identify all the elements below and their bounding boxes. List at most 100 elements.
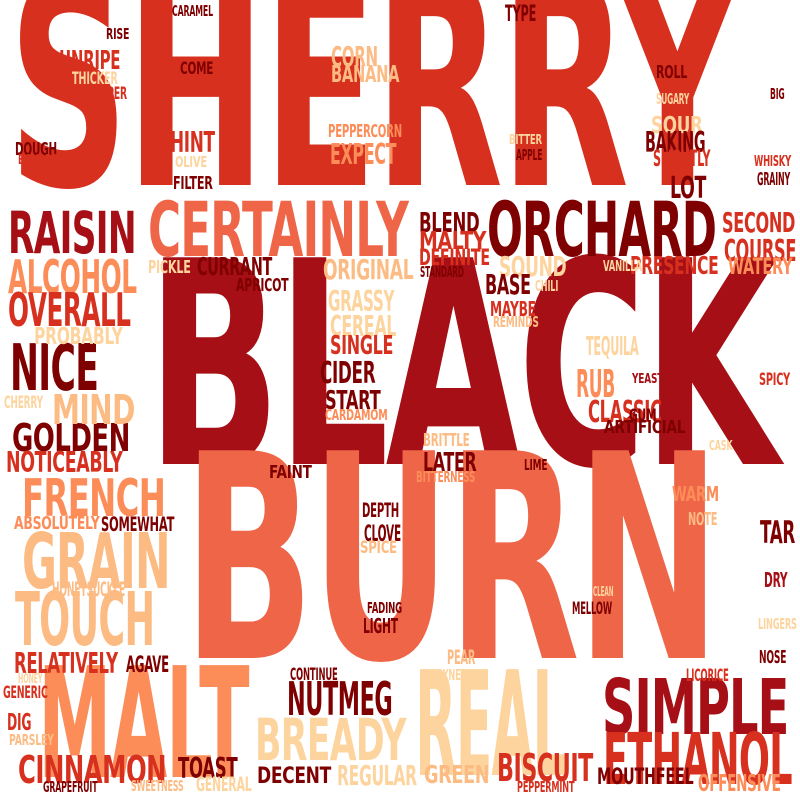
word-alcohol: ALCOHOL: [8, 249, 137, 304]
word-second: SECOND: [722, 207, 796, 239]
word-raisin: RAISIN: [8, 200, 137, 268]
word-cinnamon: CINNAMON: [18, 748, 167, 794]
word-dry: DRY: [764, 567, 788, 592]
word-real: REAL: [415, 640, 567, 800]
word-start: START: [325, 385, 381, 416]
word-relatively: RELATIVELY: [14, 646, 118, 681]
word-noticeably: NOTICEABLY: [6, 445, 123, 480]
word-note: NOTE: [688, 509, 718, 531]
word-standard: STANDARD: [420, 262, 464, 281]
word-nose: NOSE: [759, 647, 787, 669]
word-certainly: CERTAINLY: [148, 185, 409, 274]
word-honeysuckle: HONEYSUCKLE: [52, 578, 126, 602]
word-brittle: BRITTLE: [423, 430, 470, 452]
word-ethanol: ETHANOL: [603, 717, 793, 800]
word-honey: HONEY: [18, 671, 43, 688]
word-regular: REGULAR: [337, 760, 417, 792]
word-warm: WARM: [672, 481, 719, 506]
word-dig: DIG: [7, 709, 32, 737]
word-base: BASE: [485, 269, 531, 301]
word-mellow: MELLOW: [572, 598, 612, 618]
word-overall: OVERALL: [8, 282, 131, 337]
word-offensive: OFFENSIVE: [698, 770, 781, 798]
word-dryness: DRYNESS: [430, 665, 472, 684]
word-black: BLACK: [147, 201, 779, 532]
word-presence: PRESENCE: [630, 251, 719, 281]
word-general: GENERAL: [196, 773, 252, 797]
word-burn: BURN: [183, 395, 721, 726]
word-probably: PROBABLY: [34, 323, 123, 351]
word-sugary: SUGARY: [656, 89, 690, 108]
word-currant: CURRANT: [197, 252, 273, 282]
word-expect: EXPECT: [330, 137, 397, 172]
word-cider: CIDER: [320, 355, 376, 391]
word-mind: MIND: [52, 385, 135, 434]
word-grapefruit: GRAPEFRUIT: [43, 777, 98, 796]
word-pickle: PICKLE: [148, 257, 191, 279]
word-decent: DECENT: [257, 763, 331, 789]
word-yeast: YEAST: [632, 371, 664, 388]
word-single: SINGLE: [330, 330, 394, 361]
word-pepper: PEPPER: [88, 83, 127, 103]
word-biscuit: BISCUIT: [497, 746, 593, 792]
word-unripe: UNRIPE: [59, 45, 121, 76]
word-watery: WATERY: [728, 254, 793, 280]
word-cherry: CHERRY: [4, 392, 43, 412]
word-corn: CORN: [331, 41, 378, 73]
word-bitter: BITTER: [509, 132, 542, 149]
word-cask: CASK: [709, 438, 733, 455]
word-nice: NICE: [10, 331, 99, 407]
word-big: BIG: [770, 84, 785, 103]
word-vanilla: VANILLA: [603, 256, 642, 275]
word-hint: HINT: [170, 125, 215, 160]
word-blend: BLEND: [419, 207, 480, 239]
word-tar: TAR: [760, 514, 795, 551]
word-type: TYPE: [505, 1, 537, 27]
word-maybe: MAYBE: [490, 296, 536, 321]
word-simple: SIMPLE: [602, 663, 789, 753]
word-grassy: GRASSY: [328, 284, 395, 319]
word-come: COME: [180, 58, 214, 78]
word-somewhat: SOMEWHAT: [101, 513, 175, 537]
word-absolutely: ABSOLUTELY: [14, 513, 100, 535]
word-dough: DOUGH: [15, 139, 57, 161]
word-banana: BANANA: [331, 61, 400, 89]
word-original: ORIGINAL: [323, 254, 414, 286]
word-caramel: CARAMEL: [172, 1, 213, 20]
word-baking: BAKING: [645, 125, 706, 160]
word-apricot: APRICOT: [236, 275, 289, 297]
word-rise: RISE: [106, 24, 130, 43]
word-grainy: GRAINY: [757, 169, 791, 191]
word-roll: ROLL: [656, 62, 688, 84]
word-bottle: BOTTLE: [327, 421, 376, 446]
word-mouthfeel: MOUTHFEEL: [597, 764, 694, 790]
word-cereal: CEREAL: [330, 309, 397, 344]
word-clove: CLOVE: [364, 521, 401, 547]
word-apple: APPLE: [516, 145, 543, 164]
word-later: LATER: [423, 447, 477, 478]
word-sherry: SHERRY: [8, 0, 738, 254]
word-green: GREEN: [424, 760, 490, 790]
word-bready: BREADY: [255, 707, 407, 775]
word-sweetness: SWEETNESS: [131, 776, 184, 795]
word-classic: CLASSIC: [588, 394, 662, 430]
word-continue: CONTINUE: [290, 664, 338, 684]
word-lime: LIME: [524, 455, 548, 474]
word-whisky: WHISKY: [754, 151, 791, 170]
word-thicker: THICKER: [72, 68, 118, 88]
word-sour: SOUR: [651, 112, 703, 140]
word-gum: GUM: [629, 405, 657, 425]
word-reminds: REMINDS: [493, 312, 539, 331]
word-peppermint: PEPPERMINT: [517, 777, 575, 796]
word-fading: FADING: [367, 598, 402, 617]
word-chili: CHILI: [535, 276, 559, 295]
word-agave: AGAVE: [126, 652, 169, 678]
word-cardamom: CARDAMOM: [325, 405, 388, 424]
word-bitterness: BITTERNESS: [416, 467, 476, 486]
word-malty: MALTY: [419, 226, 487, 256]
word-peppercorn: PEPPERCORN: [328, 121, 402, 143]
word-rub: RUB: [576, 362, 615, 408]
word-pear: PEAR: [447, 646, 476, 670]
word-olive: OLIVE: [175, 152, 208, 171]
